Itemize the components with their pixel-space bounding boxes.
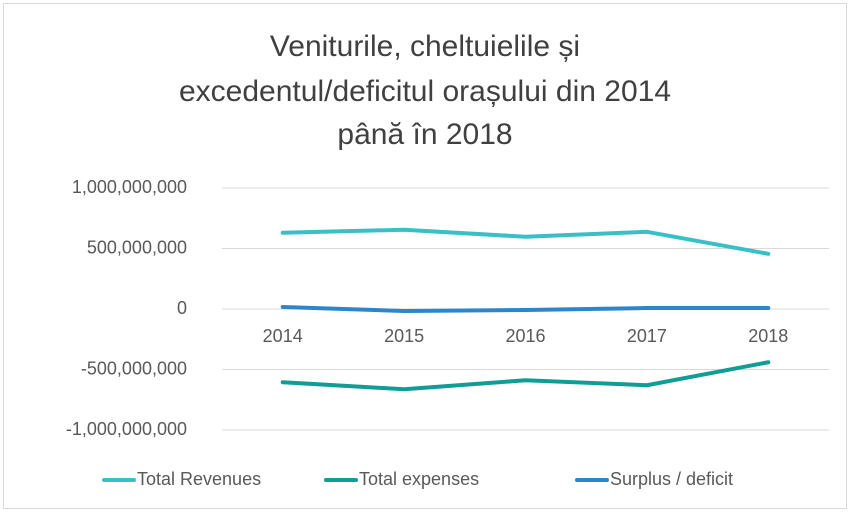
y-tick-label: 1,000,000,000 xyxy=(72,177,187,197)
x-tick-label: 2018 xyxy=(748,326,788,346)
x-tick-label: 2017 xyxy=(627,326,667,346)
legend-label: Total expenses xyxy=(359,469,479,489)
chart-title: Veniturile, cheltuielile și xyxy=(270,30,580,63)
series-line xyxy=(280,304,771,314)
chart-title: până în 2018 xyxy=(337,118,512,151)
legend-label: Surplus / deficit xyxy=(610,469,733,489)
y-tick-label: 500,000,000 xyxy=(87,237,187,257)
y-tick-label: -500,000,000 xyxy=(81,358,187,378)
y-tick-label: 0 xyxy=(177,298,187,318)
y-tick-label: -1,000,000,000 xyxy=(66,419,187,439)
chart-title: excedentul/deficitul orașului din 2014 xyxy=(179,75,671,108)
x-tick-label: 2015 xyxy=(384,326,424,346)
chart-border xyxy=(3,3,847,509)
series-line xyxy=(280,360,771,392)
legend-label: Total Revenues xyxy=(137,469,261,489)
series-line xyxy=(280,227,771,256)
x-tick-label: 2014 xyxy=(263,326,303,346)
x-tick-label: 2016 xyxy=(505,326,545,346)
